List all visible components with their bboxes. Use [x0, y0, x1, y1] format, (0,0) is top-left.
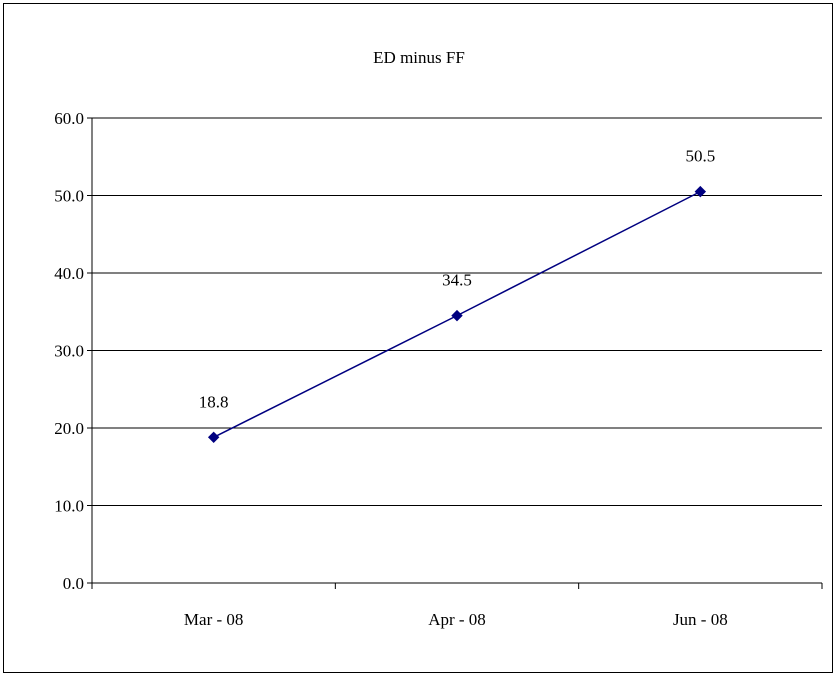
x-tick-label: Apr - 08 — [428, 610, 486, 629]
axes — [87, 117, 823, 589]
y-tick-labels: 0.0 10.0 20.0 30.0 40.0 50.0 60.0 — [54, 109, 84, 593]
y-tick-label: 30.0 — [54, 342, 84, 361]
y-tick-label: 40.0 — [54, 264, 84, 283]
gridlines — [92, 117, 822, 506]
chart-frame — [3, 3, 833, 673]
data-label: 18.8 — [199, 392, 229, 411]
x-tick-label: Jun - 08 — [673, 610, 728, 629]
data-label: 34.5 — [442, 271, 472, 290]
y-tick-label: 50.0 — [54, 187, 84, 206]
data-label: 50.5 — [685, 147, 715, 166]
data-labels: 18.8 34.5 50.5 — [199, 147, 715, 412]
y-tick-label: 10.0 — [54, 497, 84, 516]
data-point-marker — [207, 431, 220, 444]
y-tick-label: 20.0 — [54, 419, 84, 438]
x-tick-labels: Mar - 08 Apr - 08 Jun - 08 — [184, 610, 728, 629]
y-tick-label: 0.0 — [63, 574, 84, 593]
x-tick-label: Mar - 08 — [184, 610, 243, 629]
data-point-marker — [451, 309, 463, 322]
series — [207, 185, 707, 444]
y-tick-label: 60.0 — [54, 109, 84, 128]
chart-title: ED minus FF — [373, 48, 465, 67]
data-point-marker — [694, 185, 707, 198]
